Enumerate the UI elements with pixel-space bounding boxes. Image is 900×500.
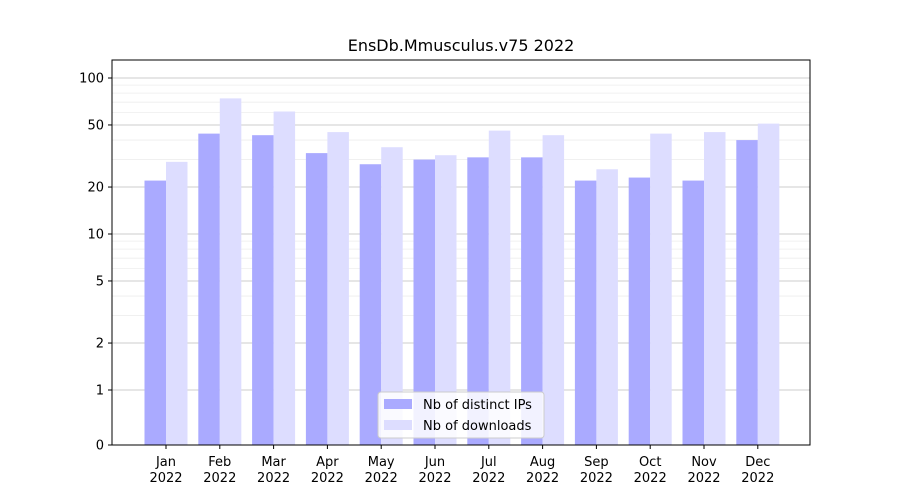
legend: Nb of distinct IPs Nb of downloads	[377, 391, 545, 439]
y-axis: 0 1 2 5 10 20 50 100	[79, 72, 112, 454]
y-tick-label: 0	[96, 439, 104, 454]
chart-title: EnsDb.Mmusculus.v75 2022	[348, 36, 575, 55]
plot-area-frame	[111, 59, 811, 446]
x-tick-label-year: 2022	[526, 471, 559, 486]
x-tick-label-year: 2022	[634, 471, 667, 486]
x-tick-label-year: 2022	[580, 471, 613, 486]
y-tick-label: 5	[96, 274, 104, 289]
x-tick-label-year: 2022	[418, 471, 451, 486]
legend-swatch	[384, 399, 412, 409]
y-tick-label: 20	[87, 181, 104, 196]
x-tick-label-year: 2022	[741, 471, 774, 486]
legend-swatch	[384, 420, 412, 430]
x-tick-label-month: Oct	[639, 455, 661, 470]
bar-downloads-dec	[757, 123, 780, 445]
bar-distinct-ips-aug	[521, 157, 543, 445]
legend-box	[377, 391, 545, 439]
x-axis: Jan2022Feb2022Mar2022Apr2022May2022Jun20…	[149, 445, 774, 486]
legend-label: Nb of distinct IPs	[423, 398, 532, 413]
x-tick-label-month: Sep	[584, 455, 609, 470]
bar-downloads-apr	[327, 132, 349, 445]
x-tick-label-month: Apr	[316, 455, 339, 470]
x-tick-label-year: 2022	[687, 471, 720, 486]
bar-downloads-jun	[435, 155, 457, 446]
bar-downloads-jul	[488, 130, 511, 445]
bar-downloads-may	[381, 147, 403, 446]
bar-distinct-ips-jan	[144, 180, 166, 445]
y-tick-label: 100	[79, 72, 104, 87]
bar-distinct-ips-sep	[574, 180, 597, 445]
bar-distinct-ips-oct	[628, 177, 651, 445]
bar-distinct-ips-mar	[252, 135, 274, 445]
x-tick-label-year: 2022	[257, 471, 290, 486]
bars	[144, 98, 780, 446]
bar-distinct-ips-may	[359, 164, 382, 445]
x-tick-label-month: Aug	[530, 455, 555, 470]
bar-distinct-ips-nov	[682, 180, 704, 445]
bar-downloads-jan	[166, 161, 188, 445]
bar-downloads-mar	[273, 111, 296, 445]
bar-downloads-feb	[219, 98, 242, 446]
bar-distinct-ips-jul	[467, 157, 489, 445]
x-tick-label-year: 2022	[365, 471, 398, 486]
x-tick-label-month: Dec	[745, 455, 770, 470]
x-tick-label-year: 2022	[149, 471, 182, 486]
y-tick-label: 2	[96, 337, 104, 352]
bar-downloads-sep	[596, 169, 618, 445]
x-tick-label-month: Jul	[480, 455, 497, 470]
y-tick-label: 50	[87, 118, 104, 133]
x-tick-label-month: Jun	[424, 455, 445, 470]
y-tick-label: 1	[96, 384, 104, 399]
bar-distinct-ips-jun	[413, 159, 435, 445]
bar-downloads-oct	[650, 133, 672, 445]
x-tick-label-year: 2022	[311, 471, 344, 486]
y-tick-label: 10	[87, 228, 104, 243]
bar-downloads-nov	[704, 132, 726, 445]
x-tick-label-month: May	[368, 455, 395, 470]
bar-distinct-ips-apr	[305, 153, 328, 446]
x-tick-label-month: Feb	[208, 455, 231, 470]
x-tick-label-year: 2022	[203, 471, 236, 486]
bar-downloads-aug	[542, 135, 565, 445]
bar-distinct-ips-feb	[198, 133, 220, 445]
x-tick-label-month: Nov	[691, 455, 717, 470]
x-tick-label-month: Mar	[261, 455, 286, 470]
x-tick-label-year: 2022	[472, 471, 505, 486]
bar-distinct-ips-dec	[736, 140, 758, 445]
legend-label: Nb of downloads	[423, 419, 532, 434]
x-tick-label-month: Jan	[155, 455, 176, 470]
